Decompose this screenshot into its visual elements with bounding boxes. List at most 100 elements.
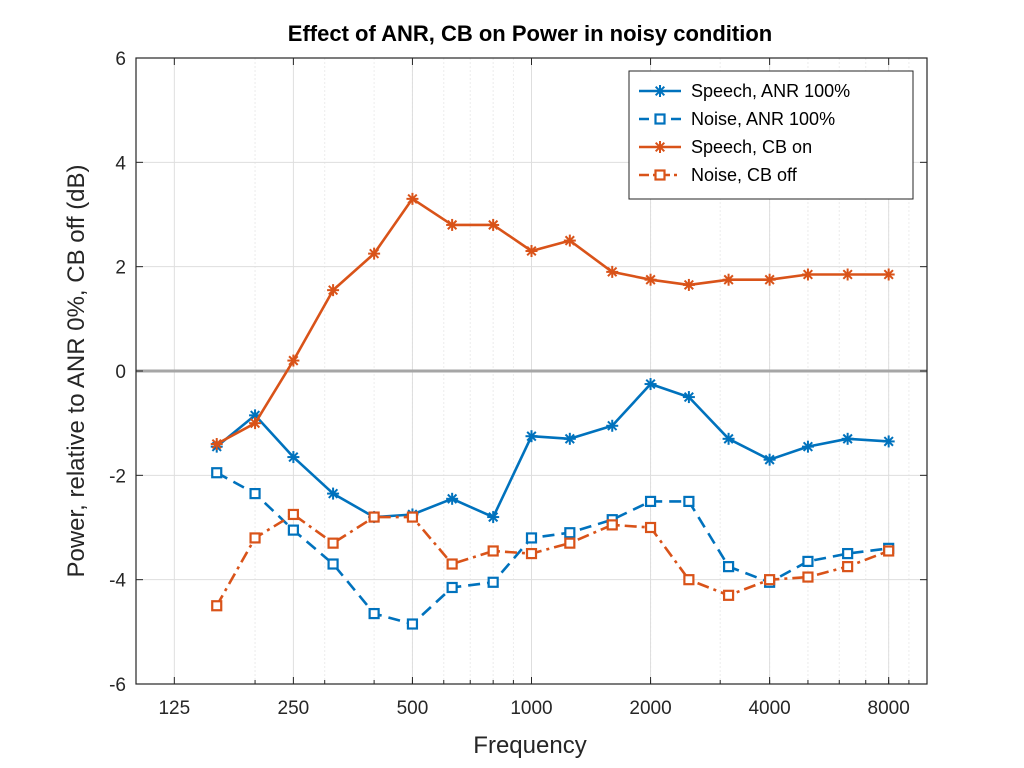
data-point	[446, 492, 459, 505]
data-point	[327, 537, 339, 549]
data-point	[487, 545, 499, 557]
x-tick-label: 1000	[510, 698, 552, 719]
series-line	[215, 382, 889, 519]
data-point	[802, 571, 814, 583]
y-axis-label: Power, relative to ANR 0%, CB off (dB)	[63, 164, 90, 577]
data-point	[525, 245, 538, 258]
data-point	[406, 618, 419, 630]
series-line	[215, 513, 890, 607]
data-point	[644, 273, 657, 286]
x-axis-label: Frequency	[473, 732, 586, 759]
legend-label: Noise, CB off	[691, 165, 798, 185]
data-point	[882, 268, 895, 281]
data-point	[249, 532, 261, 544]
legend-label: Speech, CB on	[691, 137, 812, 157]
legend-entry: Speech, ANR 100%	[639, 81, 850, 101]
x-tick-label: 2000	[629, 698, 671, 719]
data-point	[211, 600, 223, 612]
series-line	[216, 471, 889, 626]
legend: Speech, ANR 100% Noise, ANR 100% Speech, C…	[628, 70, 914, 200]
data-point	[644, 378, 657, 391]
series-3	[210, 192, 895, 451]
data-point	[210, 438, 223, 451]
data-point	[606, 265, 619, 278]
data-point	[801, 440, 814, 453]
data-point	[801, 268, 814, 281]
x-tick-label: 500	[397, 698, 429, 719]
data-point	[368, 511, 380, 523]
data-point	[722, 589, 735, 601]
data-point	[406, 511, 419, 523]
data-point	[842, 547, 854, 560]
data-point	[564, 527, 576, 539]
y-tick-label: 4	[115, 153, 126, 174]
chart-title: Effect of ANR, CB on Power in noisy cond…	[288, 21, 772, 46]
y-tick-label: -2	[109, 466, 126, 487]
data-point	[606, 419, 619, 432]
y-tick-label: -4	[109, 571, 126, 592]
data-point	[446, 558, 458, 570]
data-point	[883, 545, 895, 557]
series-2	[211, 467, 895, 630]
data-point	[368, 607, 380, 620]
legend-marker	[654, 85, 666, 97]
data-point	[406, 192, 419, 205]
data-point	[606, 519, 618, 531]
data-point	[525, 430, 538, 443]
series-layer	[210, 192, 895, 630]
data-point	[763, 453, 776, 466]
data-point	[722, 561, 735, 573]
x-tick-label: 4000	[748, 698, 790, 719]
data-point	[525, 547, 538, 560]
legend-marker	[654, 113, 666, 125]
legend-entry: Noise, ANR 100%	[639, 109, 835, 129]
data-point	[682, 391, 695, 404]
data-point	[327, 284, 340, 297]
legend-label: Noise, ANR 100%	[691, 109, 835, 129]
data-point	[682, 278, 695, 291]
data-point	[802, 555, 814, 568]
y-tick-label: 0	[115, 362, 126, 383]
data-point	[287, 524, 299, 536]
data-point	[841, 432, 854, 445]
data-point	[287, 451, 300, 464]
data-point	[525, 532, 538, 544]
y-tick-label: 6	[115, 49, 126, 70]
data-point	[487, 218, 500, 231]
data-point	[683, 495, 695, 508]
legend-box	[628, 70, 914, 200]
data-point	[722, 273, 735, 286]
x-tick-label: 8000	[868, 698, 910, 719]
data-point	[644, 521, 657, 534]
data-point	[327, 487, 340, 500]
legend-entry: Noise, CB off	[639, 165, 798, 185]
data-point	[446, 581, 458, 594]
legend-marker	[654, 141, 666, 153]
series-line	[216, 197, 889, 446]
data-point	[563, 234, 576, 247]
data-point	[842, 561, 854, 573]
data-point	[722, 432, 735, 445]
data-point	[487, 576, 499, 588]
data-point	[882, 435, 895, 448]
data-point	[563, 432, 576, 445]
data-point	[764, 574, 776, 586]
data-point	[841, 268, 854, 281]
legend-marker	[654, 169, 666, 181]
y-tick-label: 2	[115, 258, 126, 279]
data-point	[763, 273, 776, 286]
x-tick-label: 125	[158, 698, 190, 719]
data-point	[327, 558, 339, 570]
data-point	[249, 487, 261, 500]
data-point	[368, 247, 381, 260]
x-tick-label: 250	[278, 698, 310, 719]
data-point	[211, 467, 223, 479]
data-point	[287, 354, 300, 367]
y-tick-label: -6	[109, 675, 126, 696]
legend-label: Speech, ANR 100%	[691, 81, 850, 101]
data-point	[446, 218, 459, 231]
data-point	[287, 508, 299, 521]
data-point	[487, 511, 500, 524]
data-point	[564, 537, 576, 549]
